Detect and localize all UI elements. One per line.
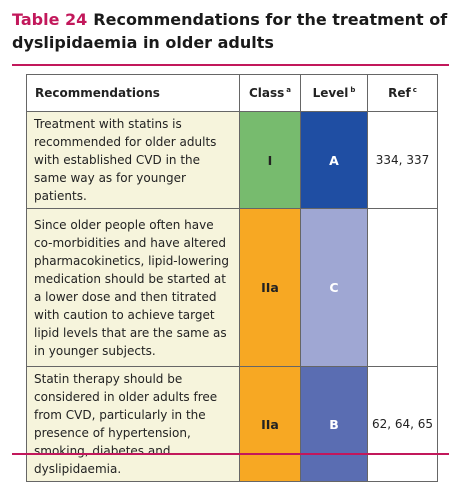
header-row: Recommendations Class a Level b Ref c	[26, 74, 438, 112]
table-row: Treatment with statins is recommended fo…	[26, 111, 438, 209]
ref-cell: 62, 64, 65	[367, 366, 438, 482]
header-ref-footnote: c	[412, 86, 417, 94]
table-row: Since older people often have co-morbidi…	[26, 208, 438, 367]
header-recommendations: Recommendations	[26, 74, 240, 112]
table-title: Table 24 Recommendations for the treatmen…	[12, 8, 452, 54]
header-ref: Ref c	[367, 74, 438, 112]
level-cell: C	[300, 208, 368, 367]
header-class: Class a	[239, 74, 301, 112]
header-class-footnote: a	[286, 86, 292, 94]
header-level: Level b	[300, 74, 368, 112]
recommendation-text: Statin therapy should be considered in o…	[26, 366, 240, 482]
header-level-label: Level	[312, 86, 349, 100]
level-cell: B	[300, 366, 368, 482]
header-ref-label: Ref	[388, 86, 411, 100]
recommendation-text: Treatment with statins is recommended fo…	[26, 111, 240, 209]
bottom-divider	[12, 453, 449, 455]
class-cell: IIa	[239, 366, 301, 482]
ref-cell: 334, 337	[367, 111, 438, 209]
table-number: Table 24	[12, 10, 88, 29]
recommendation-text: Since older people often have co-morbidi…	[26, 208, 240, 367]
top-divider	[12, 64, 449, 66]
header-class-label: Class	[248, 86, 285, 100]
header-level-footnote: b	[350, 86, 356, 94]
recommendations-table-page: Table 24 Recommendations for the treatmen…	[12, 8, 452, 482]
class-cell: I	[239, 111, 301, 209]
level-cell: A	[300, 111, 368, 209]
table-title-text: Recommendations for the treatment of dys…	[12, 10, 448, 52]
header-recommendations-label: Recommendations	[35, 86, 160, 100]
class-cell: IIa	[239, 208, 301, 367]
table-row: Statin therapy should be considered in o…	[26, 366, 438, 482]
ref-cell	[367, 208, 438, 367]
recommendations-table: Recommendations Class a Level b Ref c Treat…	[26, 74, 438, 482]
